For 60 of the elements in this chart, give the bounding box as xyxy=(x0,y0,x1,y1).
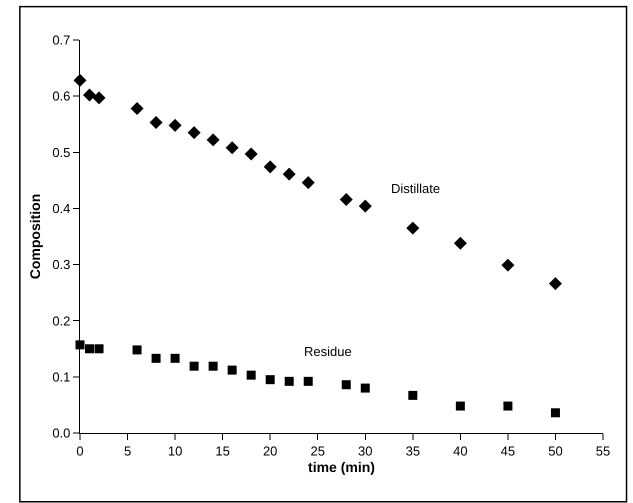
point xyxy=(358,200,372,213)
point xyxy=(130,102,144,115)
point xyxy=(340,192,353,206)
point xyxy=(284,376,294,386)
point xyxy=(302,176,315,190)
x-tick-label: 5 xyxy=(124,444,132,459)
point xyxy=(226,141,239,154)
point xyxy=(170,354,180,363)
x-tick-label: 45 xyxy=(500,444,516,459)
point xyxy=(246,370,256,380)
y-tick-label: 0.1 xyxy=(52,369,70,384)
point xyxy=(94,344,104,354)
point xyxy=(152,354,161,363)
x-tick-label: 0 xyxy=(76,444,84,459)
point xyxy=(266,375,275,384)
x-axis-title: time (min) xyxy=(308,458,375,475)
y-tick-label: 0.0 xyxy=(52,426,70,441)
x-tick-label: 40 xyxy=(453,444,468,459)
point xyxy=(208,362,218,371)
y-tick-label: 0.7 xyxy=(52,32,70,48)
point xyxy=(168,118,182,132)
point xyxy=(85,344,94,354)
x-tick-label: 10 xyxy=(168,444,182,459)
point xyxy=(264,160,277,174)
x-tick-label: 35 xyxy=(406,444,420,459)
point xyxy=(188,126,201,140)
point xyxy=(132,345,142,354)
x-tick-label: 20 xyxy=(262,444,278,459)
y-axis-title: Composition xyxy=(26,194,43,280)
x-tick-label: 55 xyxy=(596,444,610,459)
point xyxy=(92,91,106,104)
point xyxy=(228,366,237,375)
point xyxy=(408,390,418,400)
y-tick-label: 0.4 xyxy=(52,200,70,216)
series-label: Residue xyxy=(304,344,352,359)
point xyxy=(503,402,512,411)
x-tick-label: 50 xyxy=(548,444,563,459)
point xyxy=(83,88,96,102)
point xyxy=(282,168,296,181)
x-tick-label: 15 xyxy=(215,444,230,459)
point xyxy=(406,222,420,235)
y-tick-label: 0.6 xyxy=(52,88,70,104)
point xyxy=(548,277,562,290)
point xyxy=(190,362,199,371)
point xyxy=(456,402,465,411)
point xyxy=(454,236,467,250)
point xyxy=(244,147,258,160)
point xyxy=(304,376,313,386)
point xyxy=(342,380,351,390)
point xyxy=(206,133,220,146)
series-label: Distillate xyxy=(391,181,440,196)
point xyxy=(360,384,370,393)
x-tick-label: 25 xyxy=(310,444,325,459)
point xyxy=(550,408,560,418)
y-tick-label: 0.3 xyxy=(52,257,70,272)
y-tick-label: 0.2 xyxy=(52,313,70,328)
y-tick-label: 0.5 xyxy=(52,144,70,160)
point xyxy=(150,116,163,130)
point xyxy=(501,258,514,272)
x-tick-label: 30 xyxy=(358,444,373,459)
